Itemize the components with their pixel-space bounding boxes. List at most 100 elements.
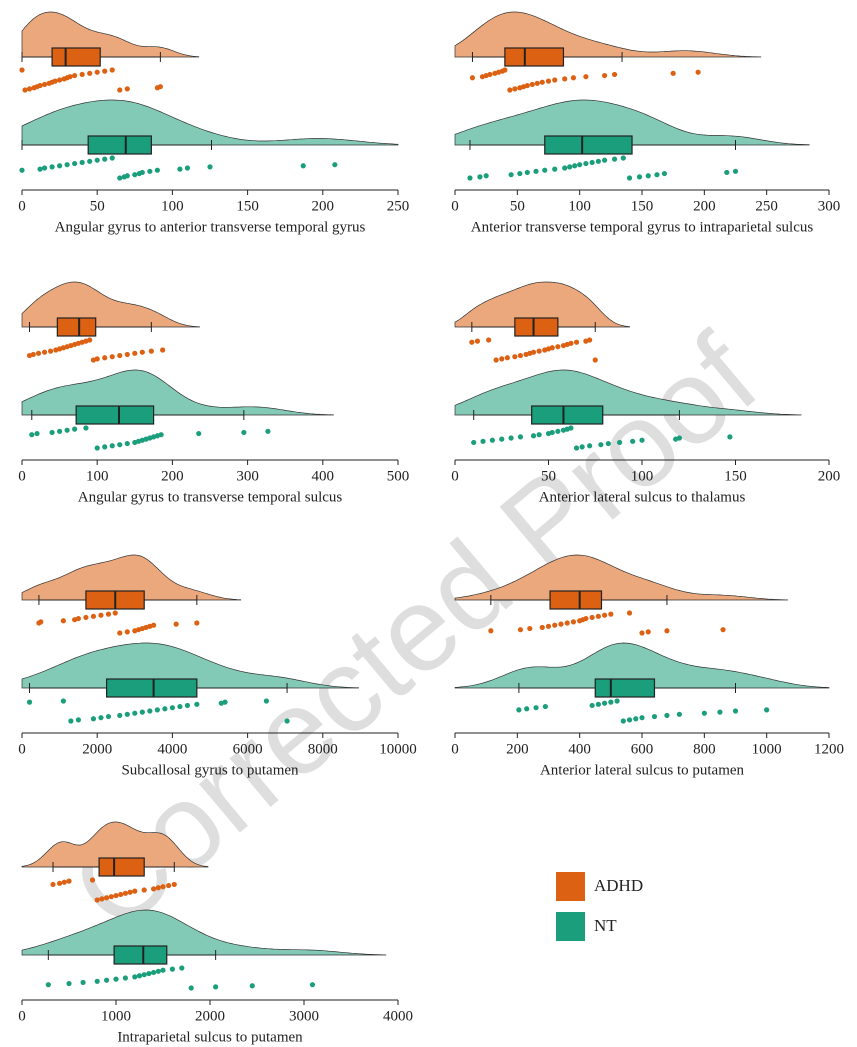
point — [241, 429, 247, 436]
x-tick-label: 4000 — [157, 741, 187, 757]
point — [555, 344, 561, 350]
point — [155, 885, 161, 891]
point — [94, 978, 100, 984]
point — [89, 877, 96, 883]
point — [124, 86, 130, 92]
point — [645, 629, 651, 635]
point — [630, 438, 636, 444]
density — [454, 99, 810, 146]
point — [558, 621, 564, 627]
point — [764, 707, 770, 713]
point — [592, 357, 598, 363]
point — [480, 438, 486, 444]
point — [157, 84, 163, 90]
point — [122, 975, 128, 981]
point — [124, 629, 130, 635]
point — [676, 435, 683, 441]
point — [589, 614, 595, 621]
point — [141, 972, 147, 978]
x-axis-title: Anterior lateral sulcus to putamen — [540, 762, 745, 778]
point — [589, 159, 595, 166]
x-axis-title: Anterior transverse temporal gyrus to in… — [471, 219, 814, 235]
x-tick-label: 100 — [568, 198, 591, 214]
point — [87, 337, 93, 343]
point — [30, 351, 36, 358]
point — [19, 167, 25, 173]
point — [83, 425, 89, 431]
x-tick-label: 400 — [312, 468, 335, 484]
point — [524, 169, 530, 176]
point — [670, 70, 676, 76]
point — [639, 630, 645, 636]
x-tick-label: 2000 — [82, 741, 112, 757]
point — [517, 434, 524, 440]
point — [664, 628, 670, 634]
box — [87, 135, 152, 155]
point — [26, 86, 33, 92]
point — [49, 164, 55, 170]
point — [552, 77, 558, 83]
point — [72, 160, 78, 167]
point — [117, 352, 123, 359]
box — [51, 47, 101, 67]
point — [620, 718, 626, 724]
point — [64, 427, 70, 433]
point — [139, 709, 145, 715]
point — [94, 356, 100, 362]
point — [99, 896, 105, 902]
x-tick-label: 200 — [312, 198, 335, 214]
point — [41, 81, 48, 88]
point — [117, 630, 123, 636]
density — [454, 11, 762, 58]
x-tick-label: 3000 — [289, 1008, 319, 1024]
point — [109, 67, 115, 73]
x-tick-label: 300 — [236, 468, 259, 484]
x-tick-label: 600 — [631, 741, 654, 757]
point — [179, 965, 185, 971]
point — [695, 69, 701, 75]
x-tick-label: 1000 — [101, 1008, 131, 1024]
x-tick-label: 1200 — [814, 741, 844, 757]
point — [626, 717, 633, 723]
point — [34, 430, 40, 437]
point — [486, 337, 492, 343]
point — [184, 165, 191, 171]
point — [568, 425, 574, 431]
point — [469, 75, 476, 81]
point — [564, 620, 570, 626]
point — [132, 172, 138, 178]
point — [127, 889, 133, 895]
point — [572, 163, 578, 169]
point — [620, 155, 626, 161]
box — [75, 405, 155, 425]
point — [72, 72, 78, 79]
point — [645, 173, 651, 179]
x-tick-label: 200 — [506, 741, 529, 757]
point — [109, 443, 115, 449]
point — [477, 174, 483, 180]
point — [583, 615, 589, 622]
point — [549, 429, 555, 436]
point — [162, 706, 168, 712]
point — [536, 348, 542, 354]
point — [50, 881, 56, 888]
point — [158, 432, 164, 438]
point — [47, 348, 54, 354]
point — [614, 698, 620, 704]
point — [530, 349, 537, 355]
x-tick-label: 200 — [818, 468, 841, 484]
density — [21, 369, 334, 416]
density — [21, 281, 200, 328]
point — [504, 355, 510, 361]
point — [38, 619, 44, 625]
point — [102, 156, 108, 162]
point — [516, 707, 522, 713]
x-axis-title: Subcallosal gyrus to putamen — [121, 762, 299, 778]
density — [21, 554, 242, 601]
point — [483, 173, 489, 179]
point — [194, 620, 200, 626]
point — [80, 979, 86, 986]
point — [75, 615, 81, 622]
point — [37, 82, 43, 89]
point — [499, 436, 505, 442]
